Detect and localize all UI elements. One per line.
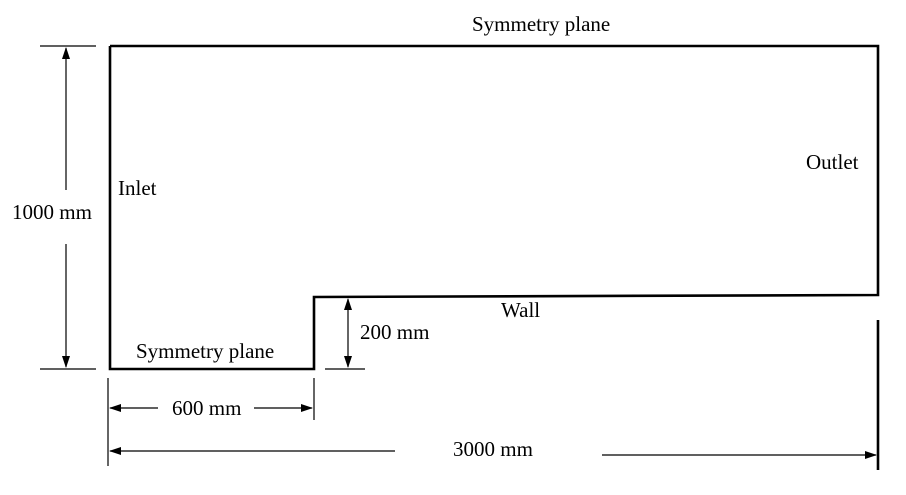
outlet-label: Outlet bbox=[806, 150, 859, 174]
domain-outline bbox=[108, 44, 880, 371]
inlet-label: Inlet bbox=[118, 176, 157, 200]
step-height-label: 200 mm bbox=[360, 320, 429, 344]
height-dimension: 1000 mm bbox=[12, 45, 96, 370]
total-length-label: 3000 mm bbox=[453, 437, 533, 461]
step-length-label: 600 mm bbox=[172, 396, 241, 420]
total-length-dimension: 3000 mm bbox=[109, 437, 877, 461]
step-height-dimension: 200 mm bbox=[325, 298, 429, 370]
step-length-dimension: 600 mm bbox=[107, 378, 315, 466]
top-boundary-label: Symmetry plane bbox=[472, 12, 610, 36]
bottom-boundary-label: Symmetry plane bbox=[136, 339, 274, 363]
height-dimension-label: 1000 mm bbox=[12, 200, 92, 224]
wall-label: Wall bbox=[501, 298, 540, 322]
